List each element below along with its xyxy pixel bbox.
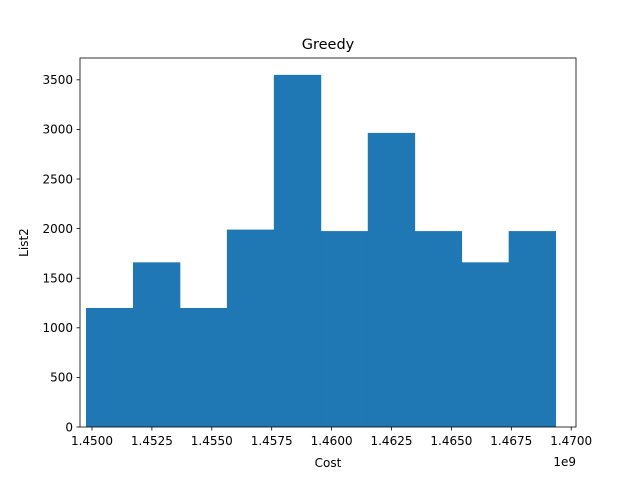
y-tick-label: 1000 xyxy=(42,321,73,335)
histogram-bar xyxy=(320,231,369,427)
x-tick-label: 1.4625 xyxy=(370,434,412,448)
histogram-bar xyxy=(85,307,134,427)
x-axis-ticks: 1.4500 1.4525 1.4550 1.4575 1.4600 1.4625 1.46… xyxy=(71,427,592,448)
x-tick-label: 1.4575 xyxy=(251,434,293,448)
y-tick-label: 1500 xyxy=(42,272,73,286)
y-tick-label: 3500 xyxy=(42,73,73,87)
y-tick-label: 0 xyxy=(65,420,73,434)
x-tick-label: 1.4700 xyxy=(550,434,592,448)
x-axis-label: Cost xyxy=(315,456,342,470)
histogram-bar xyxy=(179,307,228,427)
histogram-bar xyxy=(273,74,322,427)
histogram-bar xyxy=(461,262,510,427)
y-tick-label: 500 xyxy=(50,371,73,385)
histogram-bar xyxy=(226,229,275,427)
y-tick-label: 2000 xyxy=(42,222,73,236)
y-tick-label: 2500 xyxy=(42,172,73,186)
x-tick-label: 1.4600 xyxy=(311,434,353,448)
x-tick-label: 1.4500 xyxy=(71,434,113,448)
histogram-bar xyxy=(414,231,463,427)
histogram-bar xyxy=(367,132,416,428)
chart-title: Greedy xyxy=(302,37,355,53)
x-axis-multiplier: 1e9 xyxy=(553,455,576,469)
y-axis-label: List2 xyxy=(17,228,31,257)
histogram-bar xyxy=(508,231,557,427)
x-tick-label: 1.4675 xyxy=(490,434,532,448)
bars-group xyxy=(85,74,557,428)
x-tick-label: 1.4650 xyxy=(430,434,472,448)
x-tick-label: 1.4550 xyxy=(191,434,233,448)
y-axis-ticks: 0 500 1000 1500 2000 2500 3000 3500 xyxy=(42,73,80,434)
plot-frame xyxy=(79,57,577,428)
x-tick-label: 1.4525 xyxy=(131,434,173,448)
histogram-bar xyxy=(132,262,181,427)
y-tick-label: 3000 xyxy=(42,123,73,137)
